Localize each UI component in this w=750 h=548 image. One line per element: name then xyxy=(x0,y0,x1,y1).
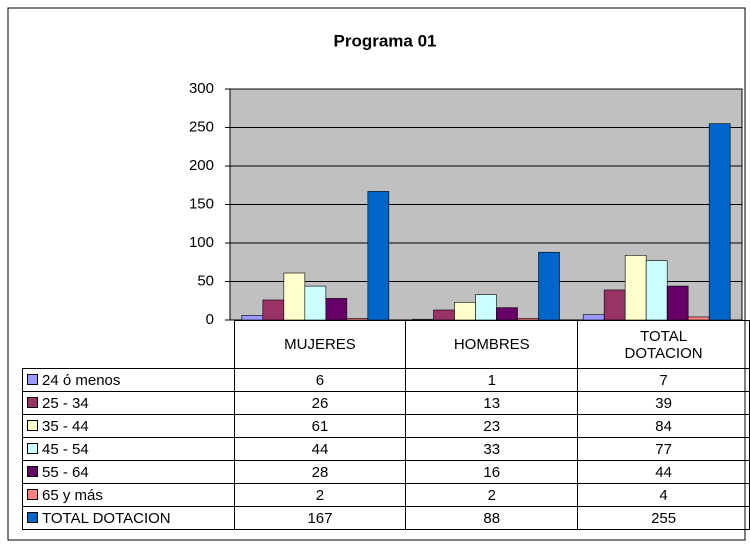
legend-cell: 24 ó menos xyxy=(22,368,235,392)
bar xyxy=(433,309,455,321)
value-cell: 84 xyxy=(577,414,750,438)
value-cell: 28 xyxy=(233,460,407,484)
y-tick-label: 50 xyxy=(197,272,214,289)
category-cell: MUJERES xyxy=(233,320,407,369)
y-tick-label: 100 xyxy=(189,234,214,251)
bar xyxy=(666,285,689,321)
value-cell: 88 xyxy=(405,506,579,530)
value-cell: 4 xyxy=(577,483,750,507)
y-tick-label: 250 xyxy=(189,118,214,135)
y-tick-label: 300 xyxy=(189,80,214,97)
y-tick-label: 0 xyxy=(206,311,214,328)
y-tick-label: 150 xyxy=(189,195,214,212)
category-label: HOMBRES xyxy=(453,336,530,353)
value-cell: 39 xyxy=(577,391,750,415)
legend-cell: 55 - 64 xyxy=(22,460,235,484)
bar xyxy=(367,191,390,321)
value-cell: 1 xyxy=(405,368,579,392)
value-cell: 2 xyxy=(405,483,579,507)
legend-cell: 45 - 54 xyxy=(22,437,235,461)
legend-cell: 25 - 34 xyxy=(22,391,235,415)
value-cell: 167 xyxy=(233,506,407,530)
bar xyxy=(603,289,626,321)
legend-key xyxy=(27,465,38,477)
value-cell: 16 xyxy=(405,460,579,484)
bar xyxy=(262,299,285,321)
legend-key xyxy=(27,373,38,385)
legend-label: 45 - 54 xyxy=(42,440,89,458)
y-tick-label: 200 xyxy=(189,157,214,174)
table-row: 35 - 44 61 23 84 xyxy=(22,414,750,438)
bar xyxy=(475,294,497,321)
legend-label: 25 - 34 xyxy=(42,394,89,412)
value-cell: 77 xyxy=(577,437,750,461)
legend-cell: TOTAL DOTACION xyxy=(22,506,235,530)
category-label: MUJERES xyxy=(284,336,356,353)
bar xyxy=(304,285,327,321)
value-cell: 26 xyxy=(233,391,407,415)
legend-label: 65 y más xyxy=(42,486,103,504)
value-cell: 255 xyxy=(577,506,750,530)
table-row: 45 - 54 44 33 77 xyxy=(22,437,750,461)
value-cell: 44 xyxy=(233,437,407,461)
value-cell: 33 xyxy=(405,437,579,461)
chart-title: Programa 01 xyxy=(334,31,437,50)
value-cell: 44 xyxy=(577,460,750,484)
value-cell: 61 xyxy=(233,414,407,438)
category-cell: TOTAL DOTACION xyxy=(577,320,750,369)
value-cell: 23 xyxy=(405,414,579,438)
bar xyxy=(454,301,476,321)
category-cell: HOMBRES xyxy=(405,320,579,369)
bar xyxy=(645,260,668,321)
legend-label: 24 ó menos xyxy=(42,371,121,389)
value-cell: 13 xyxy=(405,391,579,415)
bar xyxy=(496,307,518,321)
bar xyxy=(708,123,731,321)
table-row: 55 - 64 28 16 44 xyxy=(22,460,750,484)
table-header-row: MUJERES HOMBRES TOTAL DOTACION xyxy=(22,320,750,369)
category-label: TOTAL DOTACION xyxy=(624,327,703,362)
table-row: 65 y más 2 2 4 xyxy=(22,483,750,507)
legend-cell: 65 y más xyxy=(22,483,235,507)
table-row: 25 - 34 26 13 39 xyxy=(22,391,750,415)
legend-key xyxy=(27,442,38,454)
legend-cell: 35 - 44 xyxy=(22,414,235,438)
bar xyxy=(538,251,560,321)
table-row: 24 ó menos 6 1 7 xyxy=(22,368,750,392)
table-corner xyxy=(22,320,235,369)
value-cell: 7 xyxy=(577,368,750,392)
bar xyxy=(325,298,348,321)
legend-label: 55 - 64 xyxy=(42,463,89,481)
legend-key xyxy=(27,396,38,408)
legend-label: TOTAL DOTACION xyxy=(42,509,171,527)
data-table: MUJERES HOMBRES TOTAL DOTACION 24 ó menos 6 1… xyxy=(22,320,750,530)
table-row: TOTAL DOTACION 167 88 255 xyxy=(22,506,750,530)
bar xyxy=(624,255,647,321)
bar xyxy=(283,272,306,321)
legend-label: 35 - 44 xyxy=(42,417,89,435)
value-cell: 2 xyxy=(233,483,407,507)
legend-key xyxy=(27,419,38,431)
legend-key xyxy=(27,488,38,500)
legend-key xyxy=(27,511,38,523)
value-cell: 6 xyxy=(233,368,407,392)
